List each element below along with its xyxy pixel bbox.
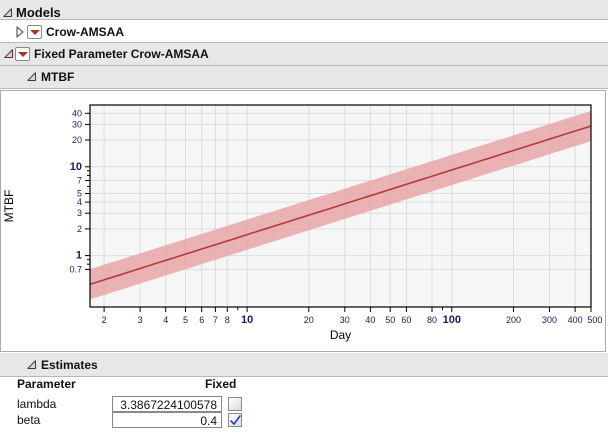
svg-text:Day: Day — [330, 328, 351, 342]
svg-text:2: 2 — [102, 315, 107, 325]
svg-text:500: 500 — [587, 315, 602, 325]
svg-text:10: 10 — [70, 161, 82, 173]
svg-text:MTBF: MTBF — [2, 190, 16, 223]
svg-text:6: 6 — [199, 315, 204, 325]
svg-text:10: 10 — [241, 314, 253, 326]
svg-text:40: 40 — [72, 108, 82, 118]
svg-text:8: 8 — [225, 315, 230, 325]
svg-text:4: 4 — [77, 197, 82, 207]
svg-text:3: 3 — [138, 315, 143, 325]
svg-text:0.7: 0.7 — [69, 264, 82, 274]
svg-text:30: 30 — [72, 119, 82, 129]
svg-text:300: 300 — [542, 315, 557, 325]
svg-text:1: 1 — [76, 250, 82, 262]
svg-text:40: 40 — [365, 315, 375, 325]
svg-text:200: 200 — [506, 315, 521, 325]
svg-text:20: 20 — [72, 135, 82, 145]
svg-text:20: 20 — [304, 315, 314, 325]
svg-text:4: 4 — [163, 315, 168, 325]
svg-text:50: 50 — [385, 315, 395, 325]
svg-text:400: 400 — [568, 315, 583, 325]
svg-text:3: 3 — [77, 208, 82, 218]
svg-text:7: 7 — [213, 315, 218, 325]
svg-text:30: 30 — [340, 315, 350, 325]
svg-text:80: 80 — [427, 315, 437, 325]
svg-text:100: 100 — [443, 314, 461, 326]
svg-text:7: 7 — [77, 176, 82, 186]
svg-text:5: 5 — [183, 315, 188, 325]
svg-text:60: 60 — [401, 315, 411, 325]
svg-text:2: 2 — [77, 224, 82, 234]
